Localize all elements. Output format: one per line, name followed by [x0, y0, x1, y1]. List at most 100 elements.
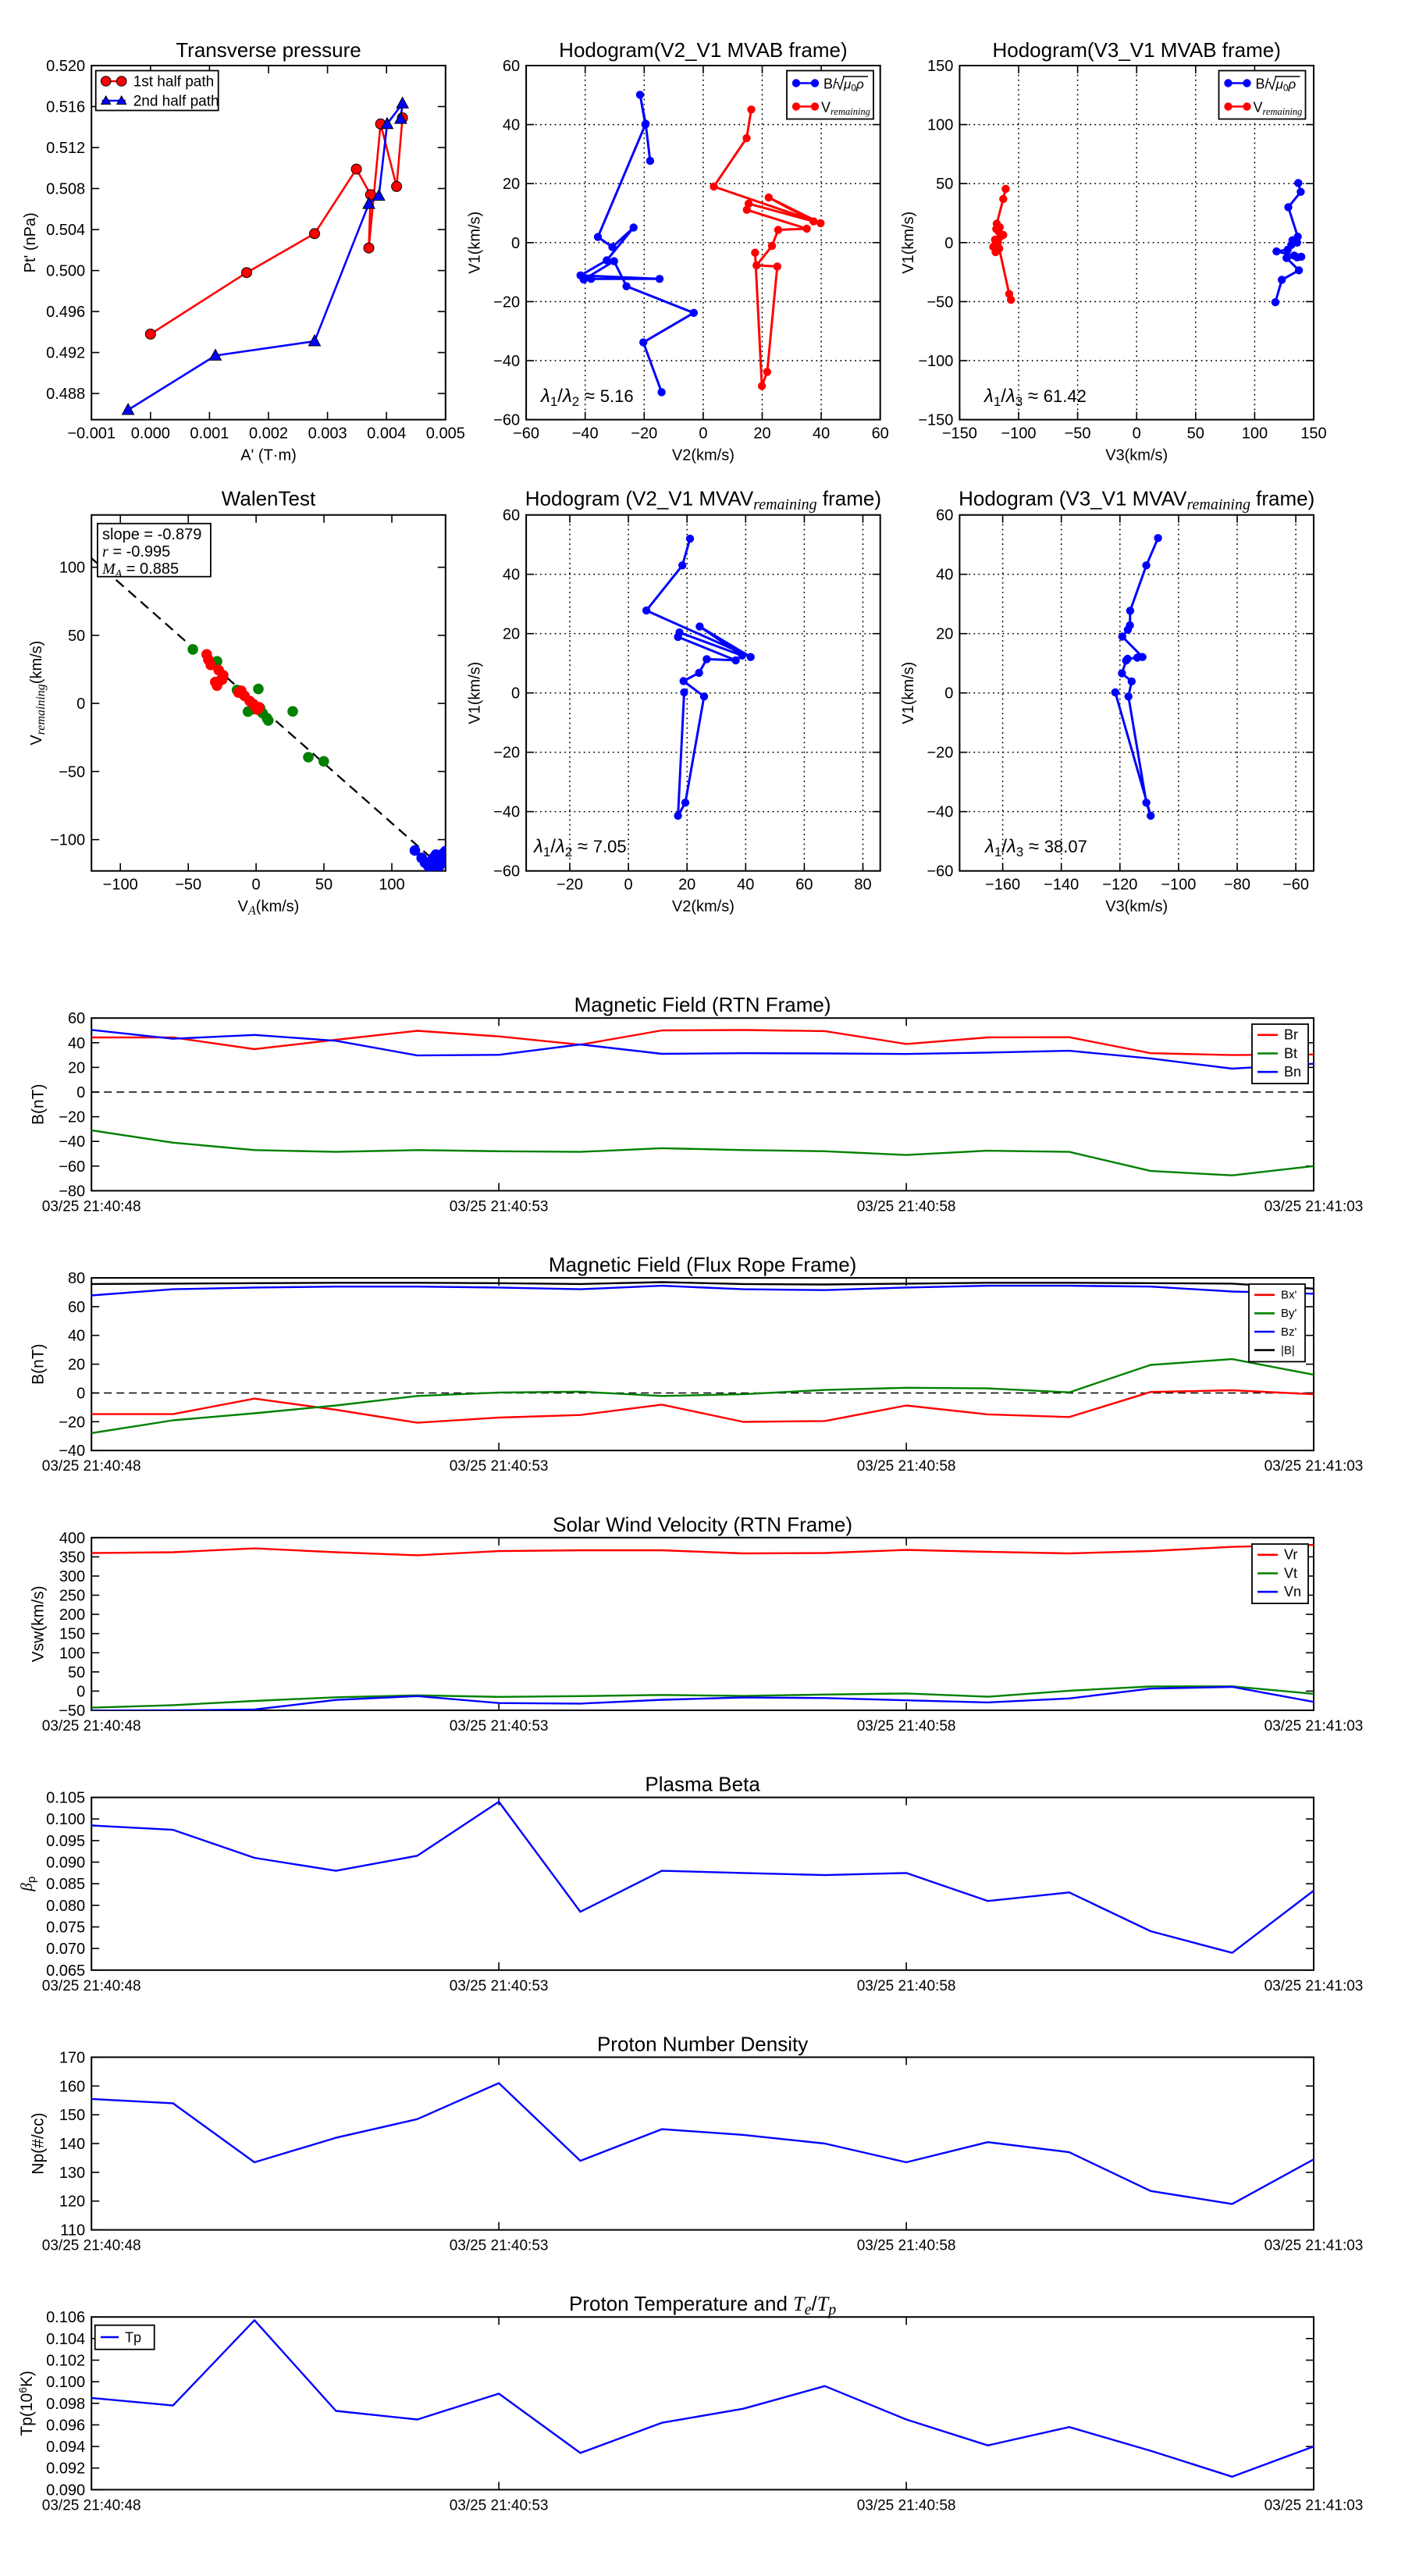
svg-text:WalenTest: WalenTest [222, 487, 316, 511]
svg-text:0.002: 0.002 [249, 425, 288, 443]
svg-text:0.488: 0.488 [46, 386, 85, 403]
svg-text:1st half path: 1st half path [133, 74, 215, 91]
svg-text:03/25 21:40:58: 03/25 21:40:58 [857, 1198, 956, 1215]
svg-text:40: 40 [813, 425, 830, 443]
svg-text:0: 0 [76, 696, 85, 713]
svg-text:2nd half path: 2nd half path [133, 94, 219, 110]
svg-text:150: 150 [927, 58, 953, 75]
svg-text:0: 0 [624, 877, 633, 894]
svg-text:B/: B/ [1256, 76, 1269, 92]
svg-text:40: 40 [68, 1035, 85, 1052]
svg-text:0.005: 0.005 [426, 425, 465, 443]
svg-text:130: 130 [59, 2165, 85, 2182]
svg-text:Proton Temperature and Te/Tp: Proton Temperature and Te/Tp [569, 2292, 836, 2318]
svg-text:03/25 21:40:48: 03/25 21:40:48 [42, 2238, 141, 2254]
svg-text:λ1/λ3 ≈ 38.07: λ1/λ3 ≈ 38.07 [984, 836, 1087, 859]
svg-text:40: 40 [503, 567, 520, 584]
svg-text:0.075: 0.075 [46, 1920, 85, 1937]
svg-text:50: 50 [315, 877, 333, 894]
svg-text:V3(km/s): V3(km/s) [1105, 898, 1168, 916]
svg-text:03/25 21:40:48: 03/25 21:40:48 [42, 1198, 141, 1215]
svg-text:V2(km/s): V2(km/s) [672, 447, 735, 464]
svg-text:250: 250 [59, 1588, 85, 1605]
svg-text:100: 100 [59, 1645, 85, 1662]
svg-text:−50: −50 [59, 763, 85, 781]
svg-text:0.095: 0.095 [46, 1833, 85, 1850]
svg-text:−40: −40 [493, 353, 520, 370]
svg-text:Hodogram (V3_V1 MVAVremaining: Hodogram (V3_V1 MVAVremaining frame) [959, 487, 1314, 514]
svg-text:03/25 21:40:53: 03/25 21:40:53 [450, 2238, 549, 2254]
svg-text:0.090: 0.090 [46, 2482, 85, 2499]
svg-text:0.492: 0.492 [46, 345, 85, 362]
svg-text:μ0ρ: μ0ρ [1275, 77, 1297, 94]
svg-text:03/25 21:40:58: 03/25 21:40:58 [857, 1458, 956, 1475]
svg-text:0: 0 [944, 685, 953, 703]
svg-text:A' (T·m): A' (T·m) [240, 447, 297, 464]
svg-text:0.092: 0.092 [46, 2460, 85, 2478]
svg-text:0.090: 0.090 [46, 1855, 85, 1872]
svg-text:Plasma Beta: Plasma Beta [645, 1773, 760, 1796]
svg-text:60: 60 [68, 1299, 85, 1316]
svg-text:V3(km/s): V3(km/s) [1105, 447, 1168, 464]
svg-text:50: 50 [68, 1664, 85, 1681]
svg-text:V1(km/s): V1(km/s) [467, 212, 484, 274]
svg-text:03/25 21:40:53: 03/25 21:40:53 [450, 1978, 549, 1994]
svg-text:20: 20 [68, 1357, 85, 1374]
svg-text:0.000: 0.000 [131, 425, 170, 443]
svg-text:Bt: Bt [1284, 1045, 1297, 1061]
svg-text:150: 150 [59, 1626, 85, 1643]
svg-text:0: 0 [699, 425, 707, 443]
svg-text:−100: −100 [103, 877, 138, 894]
svg-text:150: 150 [59, 2107, 85, 2124]
svg-text:100: 100 [1242, 425, 1268, 443]
svg-text:Vn: Vn [1284, 1584, 1301, 1599]
svg-text:Hodogram(V2_V1 MVAB frame): Hodogram(V2_V1 MVAB frame) [559, 38, 847, 62]
svg-text:VA(km/s): VA(km/s) [238, 898, 300, 918]
svg-text:slope = -0.879: slope = -0.879 [102, 526, 201, 543]
svg-text:0: 0 [76, 1084, 85, 1101]
svg-text:−60: −60 [493, 412, 520, 429]
svg-text:0.102: 0.102 [46, 2353, 85, 2370]
svg-text:0.080: 0.080 [46, 1898, 85, 1915]
svg-text:60: 60 [68, 1010, 85, 1027]
svg-text:60: 60 [872, 425, 889, 443]
svg-text:110: 110 [60, 2222, 85, 2240]
svg-text:03/25 21:40:48: 03/25 21:40:48 [42, 1978, 141, 1994]
svg-text:−60: −60 [59, 1158, 85, 1176]
svg-text:100: 100 [927, 117, 953, 134]
svg-text:0.003: 0.003 [308, 425, 347, 443]
svg-text:By': By' [1281, 1307, 1297, 1320]
svg-text:03/25 21:41:03: 03/25 21:41:03 [1264, 1198, 1364, 1215]
svg-text:50: 50 [68, 628, 85, 645]
svg-text:0.516: 0.516 [46, 99, 85, 116]
svg-text:03/25 21:40:53: 03/25 21:40:53 [450, 1718, 549, 1735]
svg-text:Tp(106K): Tp(106K) [16, 2371, 36, 2436]
svg-text:−150: −150 [918, 412, 953, 429]
svg-text:V1(km/s): V1(km/s) [900, 212, 917, 274]
svg-text:Solar Wind Velocity (RTN Frame: Solar Wind Velocity (RTN Frame) [553, 1513, 852, 1536]
svg-text:0.100: 0.100 [46, 1811, 85, 1828]
svg-text:r = -0.995: r = -0.995 [102, 543, 170, 560]
svg-text:20: 20 [678, 877, 695, 894]
svg-text:03/25 21:40:48: 03/25 21:40:48 [42, 1458, 141, 1475]
svg-text:0: 0 [252, 877, 261, 894]
svg-text:40: 40 [737, 877, 754, 894]
svg-text:−40: −40 [59, 1443, 85, 1460]
svg-text:√: √ [835, 74, 845, 94]
svg-text:0.096: 0.096 [46, 2417, 85, 2434]
svg-text:V2(km/s): V2(km/s) [672, 898, 735, 916]
svg-text:Hodogram(V3_V1 MVAB frame): Hodogram(V3_V1 MVAB frame) [992, 38, 1280, 62]
svg-text:Pt' (nPa): Pt' (nPa) [22, 212, 39, 272]
svg-text:60: 60 [795, 877, 813, 894]
svg-text:0.100: 0.100 [46, 2374, 85, 2391]
svg-text:0.098: 0.098 [46, 2396, 85, 2413]
svg-text:√: √ [1268, 74, 1278, 94]
svg-text:03/25 21:40:53: 03/25 21:40:53 [450, 1198, 549, 1215]
svg-text:−160: −160 [985, 877, 1020, 894]
svg-text:0: 0 [511, 685, 520, 703]
svg-text:λ1/λ2 ≈ 7.05: λ1/λ2 ≈ 7.05 [532, 836, 627, 859]
svg-text:0.001: 0.001 [190, 425, 229, 443]
svg-text:20: 20 [936, 626, 953, 643]
svg-text:−50: −50 [927, 294, 953, 311]
svg-text:60: 60 [503, 58, 520, 75]
